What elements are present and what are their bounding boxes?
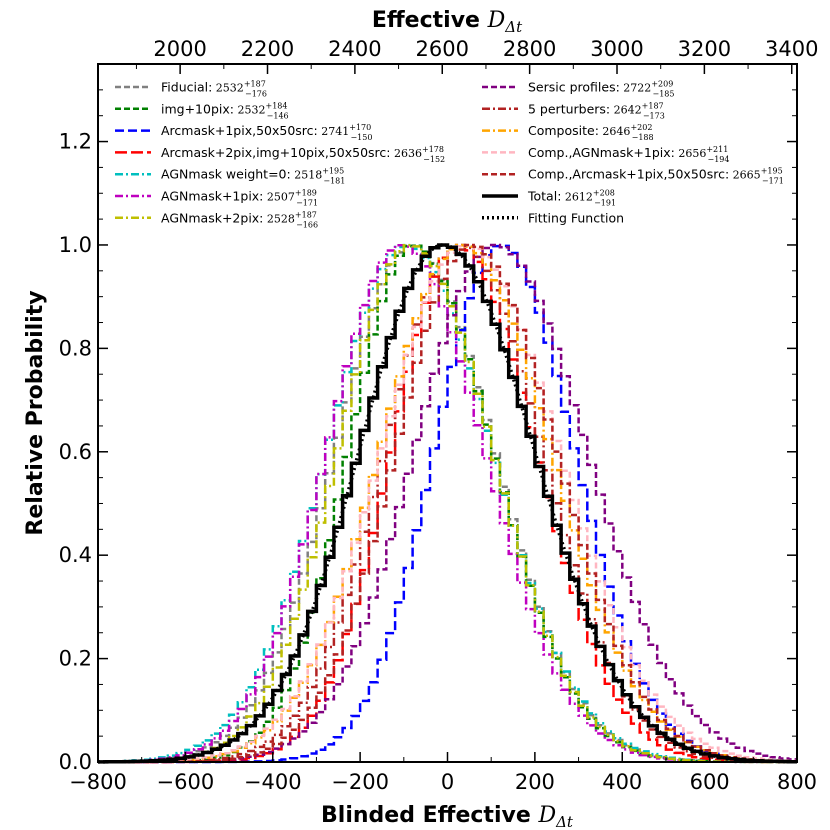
curves-layer (98, 243, 797, 764)
legend-label: Fiducial: 2532+187 −176 (161, 80, 267, 99)
x-tick-label: 200 (515, 770, 555, 794)
legend-label: Arcmask+1pix,50x50src: 2741+170 −150 (161, 123, 372, 142)
legend-label: Sersic profiles: 2722+209 −185 (528, 80, 674, 99)
top-tick-label: 3400 (765, 37, 818, 61)
legend-item: Sersic profiles: 2722+209 −185 (482, 80, 674, 99)
x-tick-label: 400 (602, 770, 642, 794)
legend-item: img+10pix: 2532+184 −146 (115, 101, 289, 120)
legend-item: AGNmask weight=0: 2518+195 −181 (115, 167, 345, 186)
top-tick-label: 3000 (590, 37, 643, 61)
y-tick-label: 0.2 (59, 647, 92, 671)
y-axis-title: Relative Probability (23, 290, 48, 535)
series-line-12 (98, 243, 797, 764)
series-line-13 (98, 243, 797, 764)
y-tick-label: 1.2 (59, 130, 92, 154)
legend-label: Arcmask+2pix,img+10pix,50x50src: 2636+17… (161, 145, 445, 164)
y-tick-label: 0.0 (59, 750, 92, 774)
top-tick-label: 2800 (503, 37, 556, 61)
x-tick-label: −400 (244, 770, 302, 794)
legend-item: AGNmask+2pix: 2528+187 −166 (115, 210, 318, 229)
legend-label: 5 perturbers: 2642+187 −173 (528, 101, 665, 120)
top-tick-label: 3200 (678, 37, 731, 61)
legend-label: AGNmask+2pix: 2528+187 −166 (161, 210, 318, 229)
x-axis-title: Blinded Effective DΔt (321, 803, 574, 830)
series-line-11 (98, 243, 797, 764)
ticks-layer: −800 −600 −400 −200 0 200 400 600 800 0.0 0.2 0.4 0.… (59, 37, 819, 794)
legend-item: 5 perturbers: 2642+187 −173 (482, 101, 665, 120)
legend-item: Arcmask+1pix,50x50src: 2741+170 −150 (115, 123, 372, 142)
legend-item: Total: 2612+208 −191 (482, 189, 616, 208)
legend-label: Composite: 2646+202 −188 (528, 123, 654, 142)
x-tick-label: 800 (777, 770, 817, 794)
y-tick-label: 0.4 (59, 543, 92, 567)
y-tick-label: 0.8 (59, 336, 92, 360)
legend: Fiducial: 2532+187 −176 img+10pix: 2532+18… (115, 80, 784, 229)
x-tick-label: −600 (157, 770, 215, 794)
top-tick-label: 2400 (328, 37, 381, 61)
top-tick-label: 2000 (153, 37, 206, 61)
series-line-7 (98, 243, 797, 764)
top-axis-title: Effective DΔt (372, 8, 523, 36)
legend-label: AGNmask+1pix: 2507+189 −171 (161, 189, 318, 208)
series-line-9 (98, 243, 797, 764)
legend-item: Comp.,AGNmask+1pix: 2656+211 −194 (482, 145, 730, 164)
legend-item: Fiducial: 2532+187 −176 (115, 80, 267, 99)
legend-item: AGNmask+1pix: 2507+189 −171 (115, 189, 318, 208)
legend-label: img+10pix: 2532+184 −146 (161, 101, 289, 120)
x-tick-label: 600 (690, 770, 730, 794)
legend-item: Arcmask+2pix,img+10pix,50x50src: 2636+17… (115, 145, 445, 164)
x-tick-label: −200 (331, 770, 389, 794)
top-tick-label: 2600 (416, 37, 469, 61)
legend-item: Composite: 2646+202 −188 (482, 123, 654, 142)
x-tick-label: 0 (441, 770, 454, 794)
y-tick-label: 0.6 (59, 440, 92, 464)
legend-item: Comp.,Arcmask+1pix,50x50src: 2665+195 −17… (482, 167, 784, 186)
legend-item: Fitting Function (482, 210, 624, 225)
x-tick-label: −800 (69, 770, 127, 794)
y-tick-label: 1.0 (59, 233, 92, 257)
legend-label: Comp.,Arcmask+1pix,50x50src: 2665+195 −17… (528, 167, 784, 186)
legend-label: AGNmask weight=0: 2518+195 −181 (161, 167, 345, 186)
legend-label: Comp.,AGNmask+1pix: 2656+211 −194 (528, 145, 730, 164)
legend-label: Fitting Function (528, 210, 624, 225)
top-tick-label: 2200 (241, 37, 294, 61)
legend-label: Total: 2612+208 −191 (527, 189, 616, 208)
